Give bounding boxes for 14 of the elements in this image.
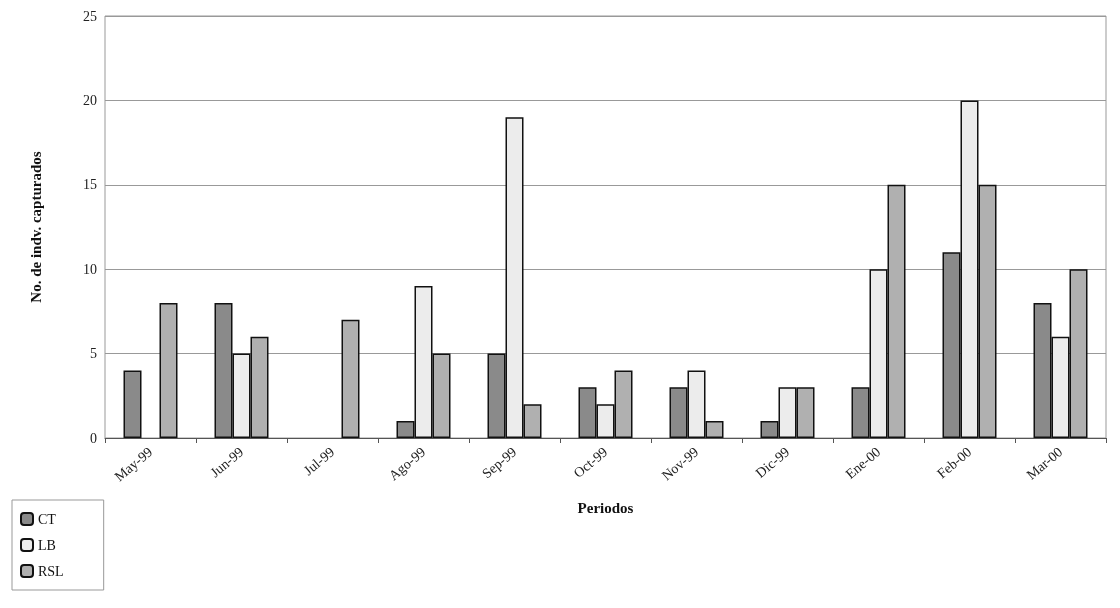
y-tick-label: 0: [90, 430, 97, 446]
y-tick-label: 10: [83, 261, 97, 277]
legend-label: LB: [38, 537, 56, 553]
bar: [341, 319, 360, 438]
y-tick-label: 15: [83, 177, 97, 193]
legend-label: RSL: [38, 563, 64, 579]
legend-label: CT: [38, 511, 57, 527]
x-axis-title: Periodos: [577, 499, 634, 516]
y-tick-label: 5: [90, 346, 97, 362]
bar: [123, 370, 142, 438]
bar: [159, 302, 178, 438]
y-axis-title: No. de indv. capturados: [27, 151, 44, 303]
y-tick-label: 25: [83, 8, 97, 24]
y-tick-label: 20: [83, 92, 97, 108]
